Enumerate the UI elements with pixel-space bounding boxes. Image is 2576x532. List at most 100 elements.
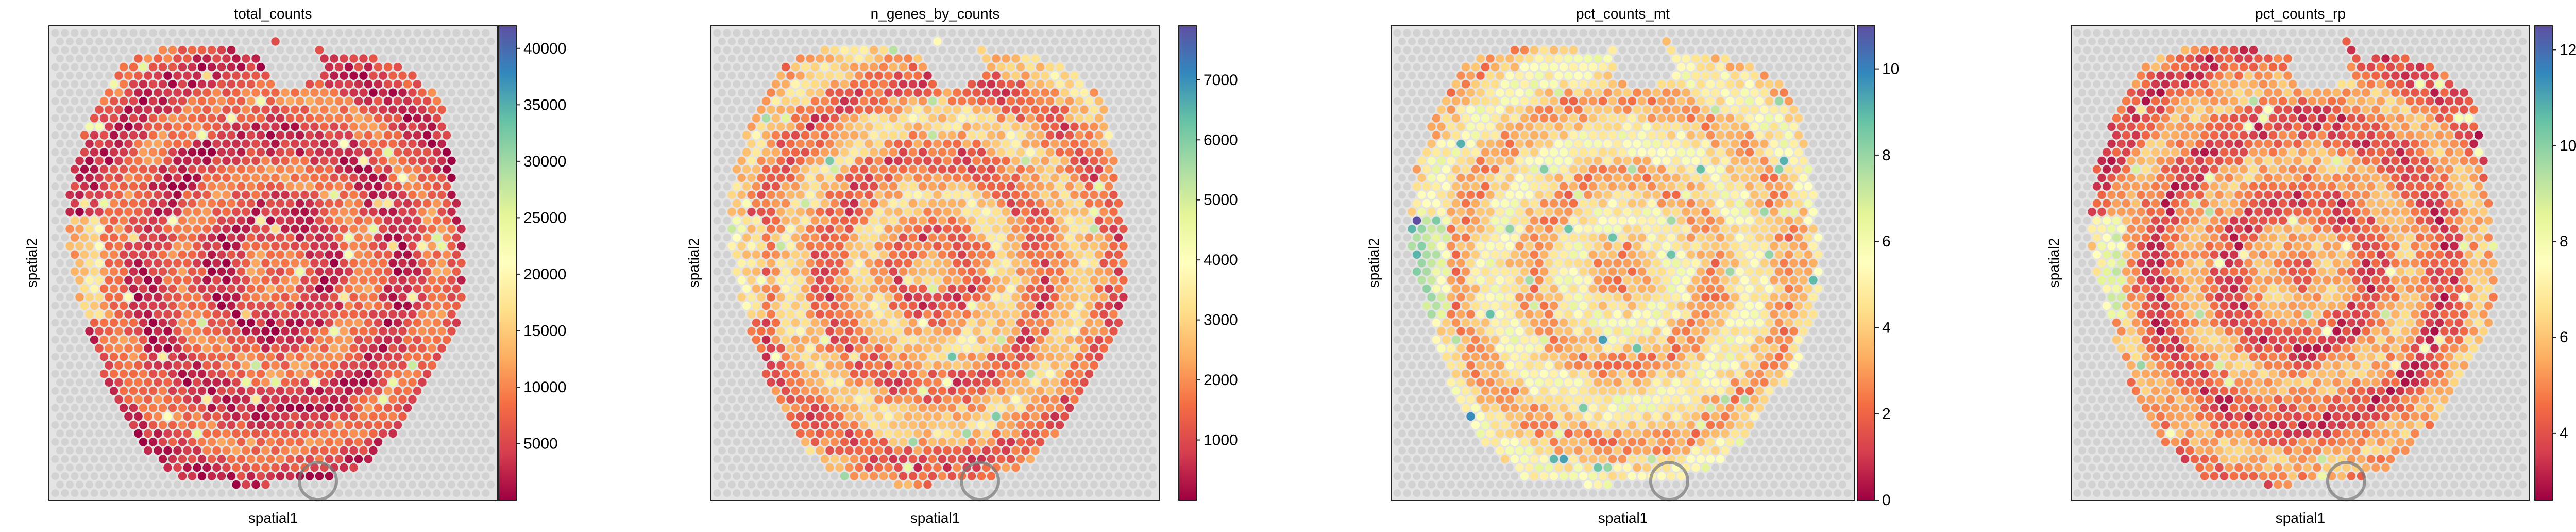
spot: [1016, 148, 1025, 157]
empty-spot: [71, 370, 79, 378]
spot: [996, 80, 1006, 89]
empty-spot: [433, 472, 441, 480]
spot: [437, 276, 446, 285]
empty-spot: [369, 38, 377, 45]
spot: [933, 446, 942, 455]
empty-spot: [728, 446, 736, 455]
spot: [398, 105, 407, 114]
spot: [776, 378, 785, 387]
spot: [437, 225, 446, 234]
spot: [1002, 190, 1010, 200]
spot: [850, 335, 859, 344]
empty-spot: [1100, 463, 1108, 472]
spot: [178, 472, 187, 480]
spot: [1016, 438, 1025, 446]
spot: [796, 429, 805, 438]
empty-spot: [90, 387, 98, 395]
spot: [830, 284, 839, 293]
spot: [413, 387, 422, 395]
spot: [398, 259, 407, 268]
empty-spot: [100, 387, 108, 395]
empty-spot: [71, 387, 79, 395]
spot: [256, 216, 265, 225]
spot: [938, 148, 947, 157]
spot: [928, 370, 937, 378]
empty-spot: [1134, 353, 1142, 361]
spot: [933, 344, 942, 353]
spot: [349, 327, 358, 336]
spot: [801, 114, 810, 123]
empty-spot: [311, 480, 318, 489]
spot: [830, 352, 839, 361]
empty-spot: [423, 404, 431, 412]
spot: [908, 97, 918, 106]
empty-spot: [718, 480, 726, 489]
empty-spot: [752, 472, 760, 480]
empty-spot: [894, 38, 902, 45]
empty-spot: [762, 29, 770, 37]
spot: [957, 318, 967, 327]
spot: [850, 97, 859, 106]
spot: [810, 97, 820, 106]
empty-spot: [448, 123, 455, 131]
spot: [109, 233, 118, 242]
spot: [202, 327, 211, 336]
spot: [884, 190, 893, 200]
spot: [95, 344, 104, 353]
empty-spot: [1139, 208, 1147, 216]
spot: [359, 173, 368, 182]
spot: [193, 242, 201, 251]
spot: [388, 276, 397, 285]
spot: [124, 310, 133, 319]
empty-spot: [369, 480, 377, 489]
empty-spot: [418, 429, 426, 438]
spot: [95, 139, 104, 148]
empty-spot: [1139, 38, 1147, 45]
spot: [1036, 148, 1045, 157]
empty-spot: [742, 80, 751, 88]
spot: [217, 284, 226, 293]
empty-spot: [1124, 114, 1132, 122]
spot: [207, 472, 216, 480]
empty-spot: [762, 472, 770, 480]
spot: [747, 242, 756, 251]
spot: [859, 318, 869, 327]
empty-spot: [1061, 429, 1069, 438]
empty-spot: [713, 63, 721, 71]
empty-spot: [452, 336, 461, 344]
empty-spot: [90, 29, 98, 37]
spot: [781, 165, 790, 174]
spot: [947, 472, 957, 480]
spot: [923, 429, 932, 438]
spot: [727, 190, 736, 200]
empty-spot: [448, 38, 455, 45]
spot: [855, 344, 863, 353]
spot: [154, 293, 162, 302]
spot: [899, 131, 908, 140]
empty-spot: [1075, 63, 1083, 71]
spot: [830, 97, 839, 106]
spot: [154, 446, 162, 455]
spot: [379, 242, 387, 251]
spot: [1016, 80, 1025, 89]
spot: [761, 199, 771, 208]
spot: [442, 199, 451, 208]
spot: [933, 207, 942, 217]
empty-spot: [742, 336, 751, 344]
empty-spot: [1120, 480, 1127, 489]
spot: [310, 446, 319, 455]
spot: [1026, 301, 1035, 310]
spot: [212, 190, 221, 200]
spot: [148, 199, 158, 208]
spot: [810, 301, 820, 310]
empty-spot: [467, 225, 475, 233]
spot: [129, 131, 138, 140]
spot: [947, 301, 957, 310]
spot: [1094, 301, 1104, 310]
spot: [767, 105, 775, 114]
spot: [144, 344, 152, 353]
spot: [75, 225, 84, 234]
spot: [428, 122, 436, 131]
empty-spot: [748, 412, 755, 421]
